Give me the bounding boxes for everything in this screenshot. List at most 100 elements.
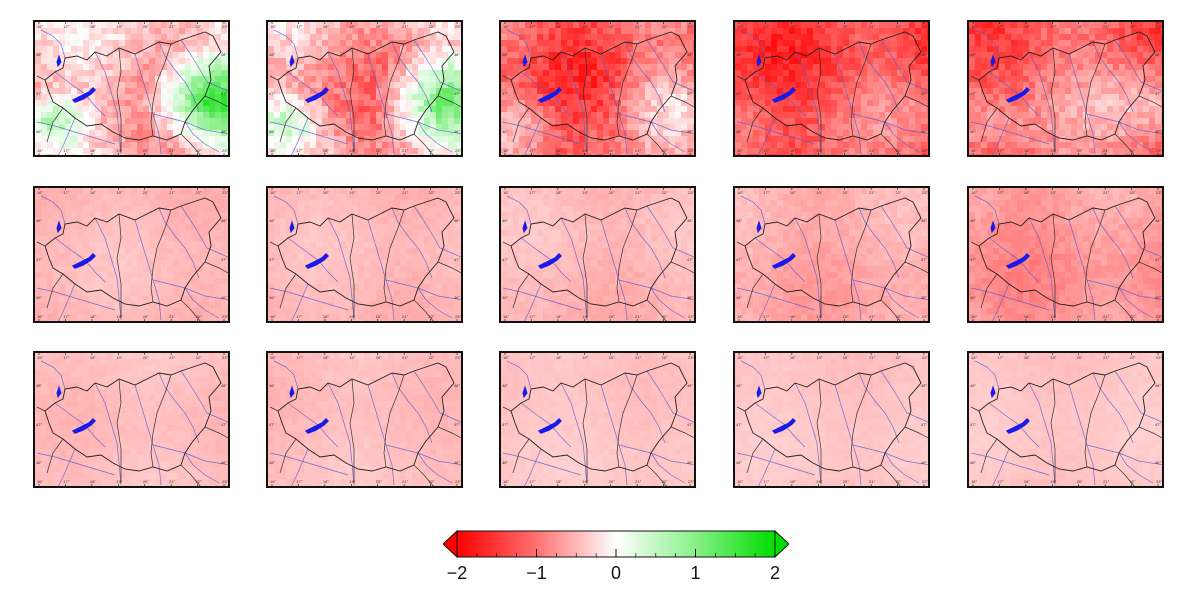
lat-tick-label: 48° xyxy=(220,52,227,57)
lon-tick-label: 18° xyxy=(1023,355,1030,360)
lon-tick-label: 23° xyxy=(455,24,462,29)
region-border xyxy=(746,273,764,309)
map-field xyxy=(735,22,928,155)
lat-tick-label: 48° xyxy=(736,52,743,57)
lon-tick-label: 16° xyxy=(971,148,978,153)
map-panel-r1-c1: 16° 16° 17° 17° 18° 18° 19° 19° 20° 20° 21° 21° 22° 2… xyxy=(33,20,230,157)
region-border xyxy=(904,95,928,108)
lat-tick-label: 48° xyxy=(502,52,509,57)
lon-tick-label: 22° xyxy=(661,24,668,29)
region-border xyxy=(502,406,512,412)
lon-tick-label: 23° xyxy=(222,148,229,153)
lat-tick-label: 48° xyxy=(686,218,693,223)
river-line xyxy=(134,219,162,321)
lon-tick-label: 18° xyxy=(789,355,796,360)
lon-tick-label: 18° xyxy=(555,148,562,153)
river-line xyxy=(834,219,862,321)
lat-tick-label: 46° xyxy=(686,460,693,465)
lon-tick-label: 17° xyxy=(763,24,770,29)
lat-tick-label: 46° xyxy=(736,129,743,134)
lat-tick-label: 48° xyxy=(453,383,460,388)
lon-tick-label: 19° xyxy=(349,314,356,319)
river-line xyxy=(736,452,816,476)
lon-tick-label: 19° xyxy=(816,479,823,484)
region-border xyxy=(980,438,998,474)
region-border xyxy=(349,47,355,152)
region-border xyxy=(880,464,901,486)
lon-tick-label: 22° xyxy=(661,479,668,484)
lat-tick-label: 47° xyxy=(269,256,276,262)
lon-tick-label: 20° xyxy=(608,190,615,195)
lon-tick-label: 21° xyxy=(169,24,176,29)
lon-tick-label: 21° xyxy=(869,355,876,360)
lon-tick-label: 22° xyxy=(895,314,902,319)
lat-tick-label: 47° xyxy=(502,421,509,427)
lat-tick-label: 46° xyxy=(686,295,693,300)
map-field xyxy=(35,188,228,321)
lat-tick-label: 46° xyxy=(1154,295,1161,300)
region-border xyxy=(736,241,746,247)
lake-balaton xyxy=(71,418,96,434)
lon-tick-label: 18° xyxy=(322,355,329,360)
lon-tick-label: 19° xyxy=(816,190,823,195)
lat-tick-label: 48° xyxy=(502,218,509,223)
lon-tick-label: 18° xyxy=(789,479,796,484)
river-line xyxy=(884,121,920,153)
lake-balaton xyxy=(71,253,96,269)
lon-tick-label: 23° xyxy=(1156,190,1163,195)
map-panel-r2-c5: 16° 16° 17° 17° 18° 18° 19° 19° 20° 20° 21° 21° 22° 2… xyxy=(967,186,1164,323)
country-border xyxy=(744,197,922,307)
lon-tick-label: 23° xyxy=(455,479,462,484)
lon-tick-label: 22° xyxy=(1129,190,1136,195)
river-line xyxy=(158,372,200,444)
lon-tick-label: 19° xyxy=(582,148,589,153)
lon-tick-label: 21° xyxy=(1103,148,1110,153)
lon-tick-label: 16° xyxy=(503,355,510,360)
lake-ferto xyxy=(56,220,62,234)
river-line xyxy=(391,372,433,444)
lat-tick-label: 47° xyxy=(1154,90,1161,96)
lon-tick-label: 21° xyxy=(169,479,176,484)
region-border xyxy=(413,299,434,321)
lon-tick-label: 23° xyxy=(455,148,462,153)
lon-tick-label: 17° xyxy=(997,314,1004,319)
region-border xyxy=(670,95,694,108)
region-border xyxy=(383,374,405,468)
map-panel-r3-c2: 16° 16° 17° 17° 18° 18° 19° 19° 20° 20° 21° 21° 22° 2… xyxy=(266,351,463,488)
lat-tick-label: 47° xyxy=(736,256,743,262)
map-field xyxy=(969,188,1162,321)
region-border xyxy=(269,241,279,247)
region-border xyxy=(880,133,901,155)
region-border xyxy=(279,273,297,309)
lon-tick-label: 18° xyxy=(89,479,96,484)
lon-tick-label: 21° xyxy=(402,314,409,319)
river-line xyxy=(506,195,532,225)
river-line xyxy=(184,287,220,319)
lon-tick-label: 20° xyxy=(375,190,382,195)
river-line xyxy=(502,121,582,145)
river-line xyxy=(506,360,532,390)
lon-tick-label: 23° xyxy=(688,190,695,195)
region-border xyxy=(880,299,901,321)
lon-tick-label: 22° xyxy=(661,355,668,360)
region-border xyxy=(904,426,928,439)
lon-tick-label: 22° xyxy=(428,190,435,195)
lon-tick-label: 19° xyxy=(582,24,589,29)
lon-tick-label: 16° xyxy=(270,148,277,153)
region-border xyxy=(1114,464,1135,486)
lon-tick-label: 18° xyxy=(789,190,796,195)
lon-tick-label: 16° xyxy=(270,355,277,360)
lake-balaton xyxy=(771,87,796,103)
region-border xyxy=(1138,261,1162,274)
lon-tick-label: 20° xyxy=(842,148,849,153)
lon-tick-label: 20° xyxy=(142,190,149,195)
river-line xyxy=(417,287,453,319)
river-line xyxy=(884,452,920,484)
anomaly-field xyxy=(268,188,461,321)
lat-tick-label: 48° xyxy=(453,52,460,57)
region-border xyxy=(904,261,928,274)
lon-tick-label: 23° xyxy=(222,314,229,319)
lon-tick-label: 23° xyxy=(922,355,929,360)
lat-tick-label: 46° xyxy=(686,129,693,134)
map-panel-r3-c4: 16° 16° 17° 17° 18° 18° 19° 19° 20° 20° 21° 21° 22° 2… xyxy=(733,351,930,488)
